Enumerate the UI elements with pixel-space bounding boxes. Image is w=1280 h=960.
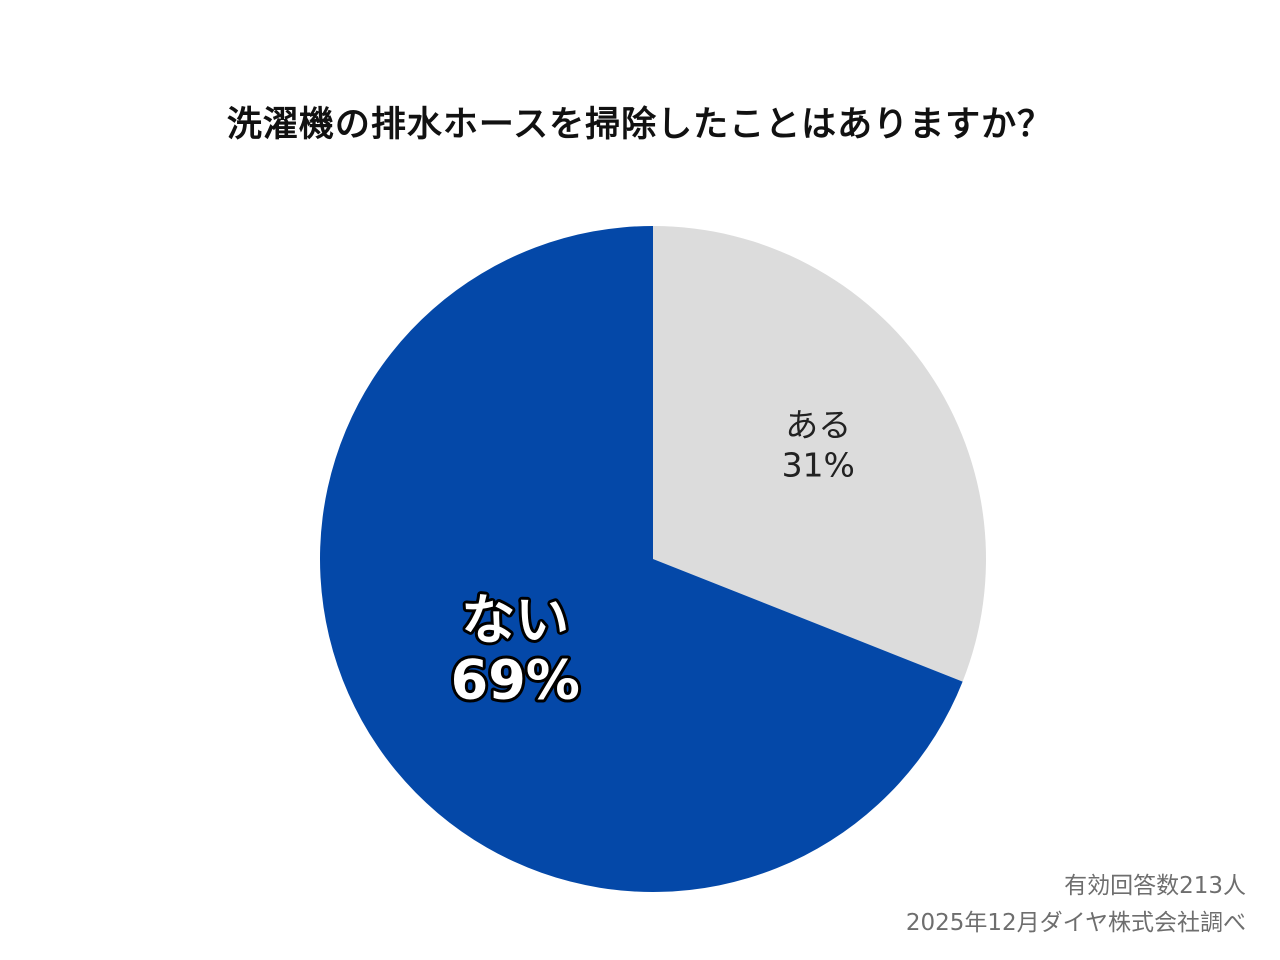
pie-slices (320, 226, 986, 892)
chart-title: 洗濯機の排水ホースを掃除したことはありますか？ (226, 105, 1054, 145)
pie-slice-aru (653, 226, 986, 682)
respondent-count-note: 有効回答数213人 (1064, 873, 1246, 899)
survey-source-note: 2025年12月ダイヤ株式会社調べ (905, 910, 1246, 936)
slice-value-nai: 69% (451, 649, 580, 712)
slice-value-aru: 31% (782, 446, 855, 485)
slice-label-aru: ある (785, 406, 851, 445)
slice-label-nai: ない (461, 589, 569, 652)
pie-slice-nai (320, 226, 963, 892)
